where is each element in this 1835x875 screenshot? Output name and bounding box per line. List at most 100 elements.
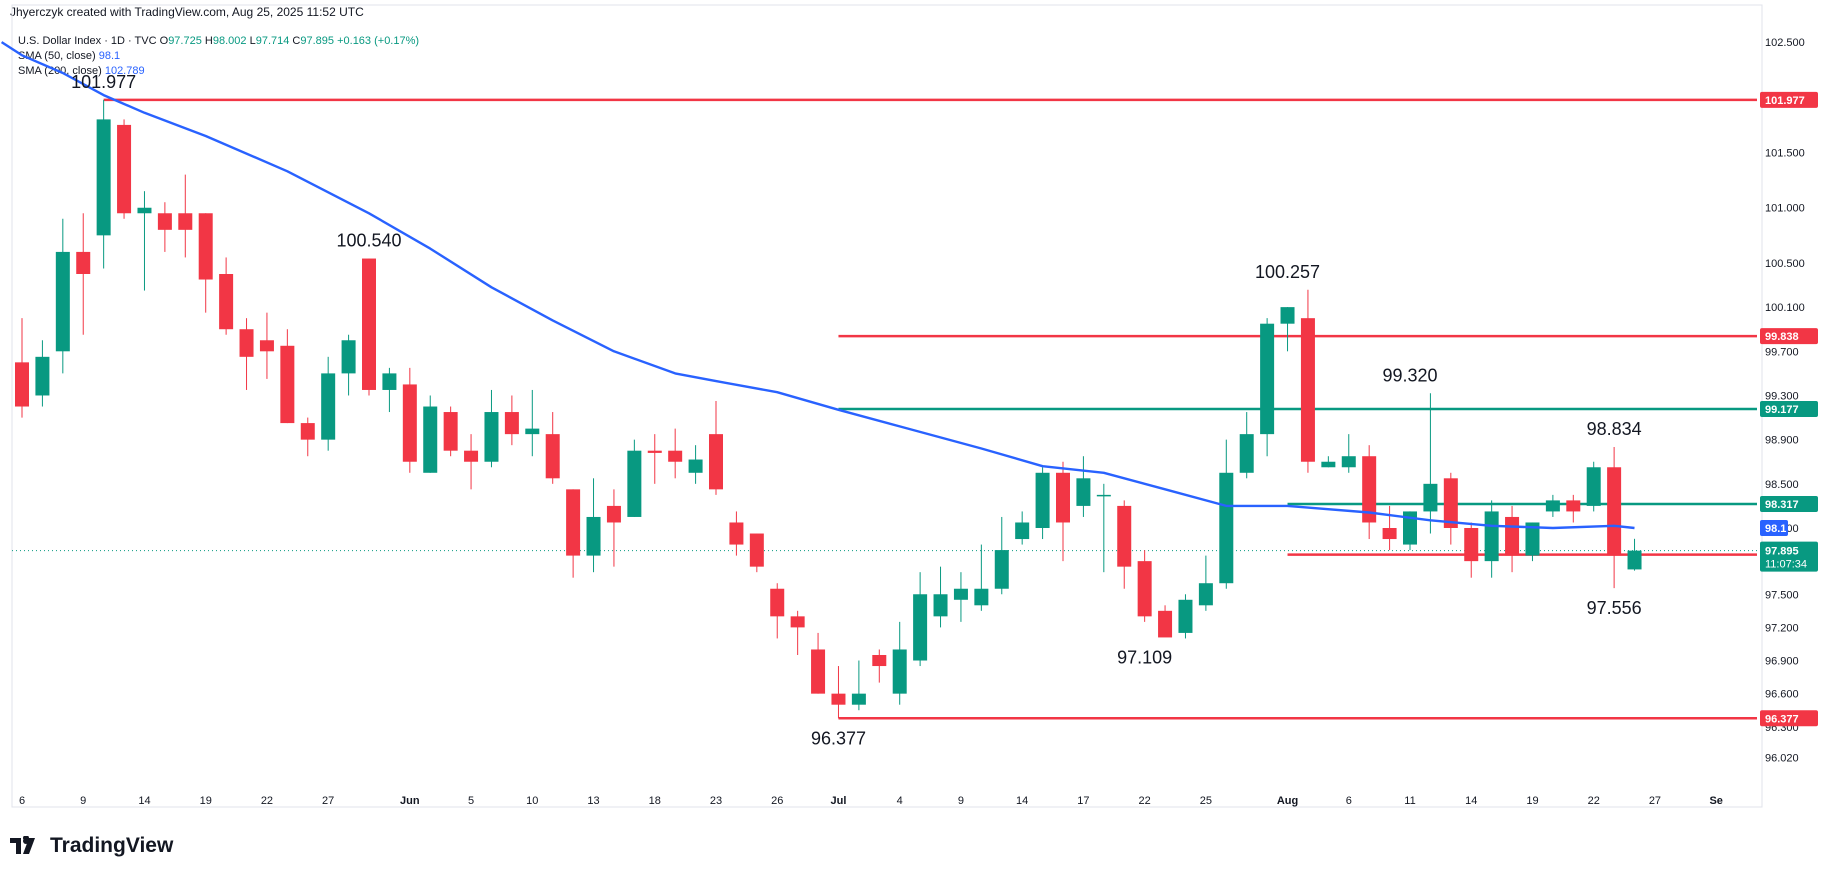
legend-high: 98.002 xyxy=(212,35,247,47)
level-badge xyxy=(1760,496,1818,513)
x-tick-label: 27 xyxy=(1649,795,1661,807)
legend-symbol-row: U.S. Dollar Index · 1D · TVC O97.725 H98… xyxy=(18,34,419,49)
x-tick-label: 9 xyxy=(80,795,86,807)
legend-high-label: H xyxy=(204,35,213,47)
candle-body xyxy=(300,423,315,440)
candle-body xyxy=(55,251,70,352)
candle-body xyxy=(137,207,152,214)
legend-low: 97.714 xyxy=(255,35,290,47)
candle-body xyxy=(709,434,723,490)
x-tick-label: 14 xyxy=(1016,795,1028,807)
price-annotation: 101.977 xyxy=(71,72,136,92)
candle-body xyxy=(341,340,356,374)
candle-body xyxy=(831,693,846,705)
candle-body xyxy=(239,329,254,357)
candle-body xyxy=(913,594,928,661)
candles-layer xyxy=(15,99,1642,719)
x-tick-label: 17 xyxy=(1077,795,1089,807)
level-badge-label: 96.377 xyxy=(1765,713,1799,725)
x-tick-label: 27 xyxy=(322,795,334,807)
candle-body xyxy=(280,345,295,424)
x-tick-label: 5 xyxy=(468,795,474,807)
level-badge-label: 101.977 xyxy=(1765,95,1805,107)
legend-low-label: L xyxy=(249,35,256,47)
candle-body xyxy=(1300,318,1315,462)
candle-body xyxy=(1198,583,1213,606)
candlestick-chart[interactable]: 101.977 100.540 100.257 99.320 98.834 97.556 9… xyxy=(0,0,1835,820)
y-tick-label: 96.900 xyxy=(1765,656,1799,668)
candle-body xyxy=(668,450,683,462)
level-badge xyxy=(1760,91,1818,108)
legend-symbol: U.S. Dollar Index · 1D · TVC xyxy=(18,35,157,47)
level-badge xyxy=(1760,401,1818,418)
y-tick-label: 97.500 xyxy=(1765,589,1799,601)
x-tick-label: 10 xyxy=(526,795,538,807)
candle-body xyxy=(1566,500,1581,512)
level-badge xyxy=(1760,328,1818,345)
level-badge xyxy=(1760,710,1818,727)
y-tick-label: 98.500 xyxy=(1765,479,1799,491)
legend-change: +0.163 (+0.17%) xyxy=(337,35,420,47)
candle-body xyxy=(219,274,234,330)
candle-body xyxy=(1239,434,1254,473)
level-badge-label: 99.838 xyxy=(1765,331,1799,343)
legend-sma50-row[interactable]: SMA (50, close) 98.1 xyxy=(18,49,419,64)
candle-body xyxy=(790,616,805,628)
candle-body xyxy=(1403,511,1417,545)
tradingview-brand[interactable]: TradingView xyxy=(10,834,173,858)
candle-body xyxy=(1423,483,1438,512)
price-badge-label: 97.895 xyxy=(1765,546,1799,558)
candle-body xyxy=(423,406,438,473)
legend-open-label: O xyxy=(159,35,169,47)
y-tick-label: 97.200 xyxy=(1765,622,1799,634)
y-tick-label: 102.500 xyxy=(1765,37,1805,49)
y-tick-label: 101.000 xyxy=(1765,203,1805,215)
candle-body xyxy=(1015,522,1030,540)
x-tick-label: 22 xyxy=(261,795,273,807)
annotations-layer: 101.977 100.540 100.257 99.320 98.834 97.556 9… xyxy=(71,72,1642,748)
brand-name: TradingView xyxy=(50,834,174,857)
candle-body xyxy=(1280,307,1295,324)
candle-body xyxy=(1056,472,1070,523)
candle-body xyxy=(1382,528,1397,540)
price-annotation: 100.540 xyxy=(336,231,401,251)
x-tick-label: 9 xyxy=(958,795,964,807)
candle-body xyxy=(627,450,642,517)
x-tick-label: 4 xyxy=(897,795,903,807)
candle-body xyxy=(157,213,172,230)
x-tick-label: 19 xyxy=(200,795,212,807)
x-tick-label: 13 xyxy=(587,795,599,807)
candle-body xyxy=(770,588,785,617)
candle-body xyxy=(851,693,866,705)
x-tick-label: 22 xyxy=(1588,795,1600,807)
x-tick-label: Jul xyxy=(831,795,847,807)
candle-body xyxy=(1545,500,1560,512)
legend-open: 97.725 xyxy=(168,35,202,47)
y-tick-label: 101.500 xyxy=(1765,148,1805,160)
candle-body xyxy=(35,356,50,396)
candle-body xyxy=(525,428,540,435)
candle-body xyxy=(484,412,499,462)
attribution-text: Jhyerczyk created with TradingView.com, … xyxy=(10,5,364,19)
candle-body xyxy=(1321,461,1336,468)
chart-attribution: Jhyerczyk created with TradingView.com, … xyxy=(10,5,364,19)
y-tick-label: 100.500 xyxy=(1765,258,1805,270)
y-tick-label: 100.100 xyxy=(1765,302,1805,314)
x-tick-label: 22 xyxy=(1139,795,1151,807)
candle-body xyxy=(1341,456,1356,468)
candle-body xyxy=(811,649,826,694)
candle-body xyxy=(198,213,213,280)
axis-layer: 102.500102.000101.500101.000100.500100.1… xyxy=(19,37,1818,807)
candle-body xyxy=(892,649,907,694)
candle-body xyxy=(178,213,193,230)
candle-body xyxy=(1505,516,1520,556)
x-tick-label: Aug xyxy=(1277,795,1298,807)
candle-body xyxy=(259,340,274,352)
candle-body xyxy=(566,489,581,556)
x-tick-label: 6 xyxy=(19,795,25,807)
y-tick-label: 99.700 xyxy=(1765,346,1799,358)
plot-frame xyxy=(11,4,1763,808)
candle-body xyxy=(1158,610,1173,638)
price-badge xyxy=(1760,541,1818,572)
candle-body xyxy=(933,594,948,617)
